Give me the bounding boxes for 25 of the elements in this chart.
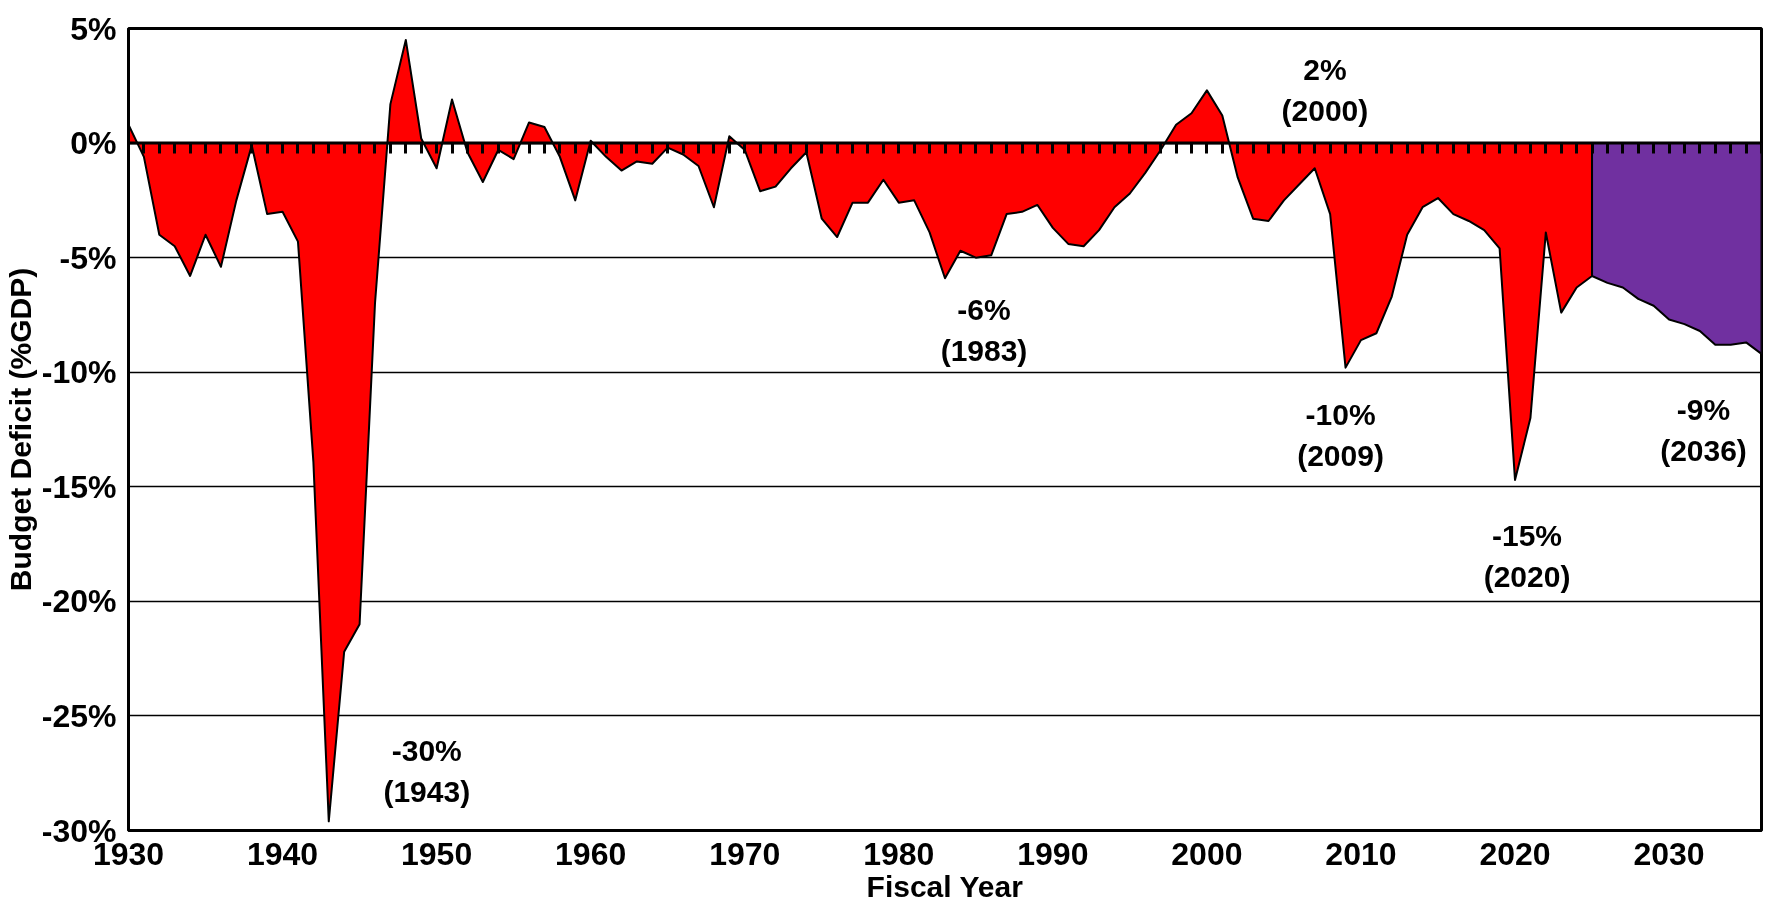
y-axis-title: Budget Deficit (%GDP) [3, 267, 37, 592]
annotation: -15% (2020) [1483, 518, 1571, 594]
x-tick-label: 1940 [246, 835, 319, 872]
x-axis-title: Fiscal Year [866, 869, 1024, 903]
y-tick-label: 5% [70, 10, 117, 47]
y-tick-label: -5% [59, 239, 117, 276]
x-tick-label: 1970 [709, 835, 781, 872]
x-tick-label: 2020 [1479, 835, 1551, 872]
x-tick-label: 2000 [1171, 835, 1243, 872]
x-tick-label: 1950 [401, 835, 473, 872]
x-tick-label: 1990 [1017, 835, 1089, 872]
y-tick-label: -10% [41, 354, 117, 391]
y-tick-label: -25% [41, 697, 117, 734]
annotation: -30% (1943) [383, 734, 471, 809]
y-tick-label: -15% [41, 468, 117, 505]
annotation: -10% (2009) [1297, 397, 1384, 472]
annotation: 2% (2000) [1281, 53, 1369, 128]
x-tick-label: 1960 [555, 835, 627, 872]
annotation: -9% (2036) [1660, 392, 1747, 468]
x-tick-label: 2010 [1325, 835, 1397, 872]
x-tick-label: 2030 [1633, 835, 1705, 872]
x-tick-label: 1980 [863, 835, 935, 872]
y-tick-label: 0% [70, 125, 117, 162]
y-tick-label: -20% [41, 583, 117, 620]
annotation: -6% (1983) [940, 293, 1028, 368]
